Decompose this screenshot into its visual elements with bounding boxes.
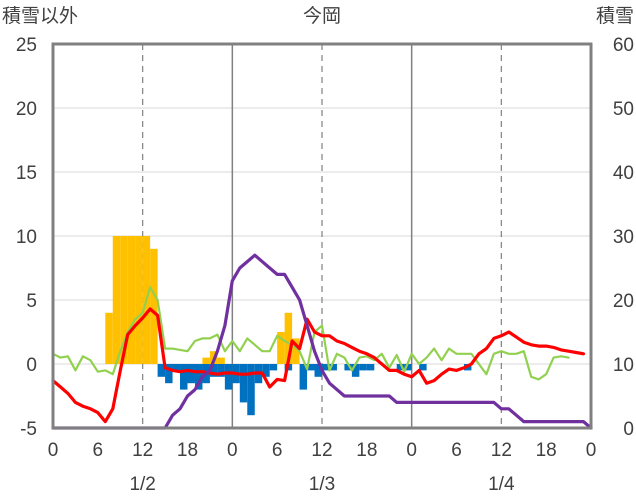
x-hour-label: 12 [132, 440, 153, 461]
orange-bar [202, 357, 210, 364]
blue-bar [157, 364, 166, 377]
x-hour-label: 0 [48, 440, 59, 461]
right-tick-label: 30 [613, 227, 634, 248]
orange-bar [120, 236, 128, 364]
line-series [51, 253, 593, 430]
orange-bar [150, 248, 158, 364]
x-hour-label: 18 [356, 440, 377, 461]
x-hour-label: 12 [311, 440, 332, 461]
blue-bar [359, 364, 367, 371]
blue-bar [262, 364, 270, 377]
orange-bar [284, 312, 293, 364]
right-tick-label: 40 [613, 163, 634, 184]
x-hour-label: 18 [536, 440, 557, 461]
orange-bar [135, 236, 143, 364]
blue-bar [351, 364, 360, 377]
purple-series-line [51, 253, 593, 430]
orange-bar [112, 236, 121, 364]
blue-bar [269, 364, 278, 371]
left-tick-label: 0 [26, 355, 37, 376]
x-hour-label: 0 [406, 440, 417, 461]
frame-border [51, 42, 593, 430]
tick-labels: -5 0 5 10 15 20 25 0 10 20 30 40 50 60 0 6 12 18 0 6 12 18 0 6 1… [16, 35, 634, 495]
blue-bar [172, 364, 181, 371]
orange-bar [105, 312, 113, 364]
blue-bar [180, 364, 188, 390]
right-tick-label: 20 [613, 291, 634, 312]
orange-bar [277, 332, 285, 364]
blue-bar [209, 364, 218, 377]
x-hour-label: 6 [93, 440, 104, 461]
x-hour-label: 0 [227, 440, 238, 461]
blue-bar [366, 364, 375, 371]
red-series-line [51, 307, 586, 424]
right-tick-label: 0 [623, 419, 634, 440]
blue-bar [239, 364, 248, 403]
blue-bar [344, 364, 352, 371]
blue-bar [307, 364, 315, 371]
left-tick-label: 15 [16, 163, 37, 184]
x-hour-label: 0 [586, 440, 597, 461]
green-series-line [51, 286, 570, 381]
left-tick-label: -5 [20, 419, 37, 440]
blue-bar [217, 364, 225, 377]
blue-bar [247, 364, 255, 416]
x-date-label: 1/4 [488, 474, 515, 495]
blue-bar [419, 364, 427, 371]
left-tick-label: 5 [26, 291, 37, 312]
blue-bar [404, 364, 412, 371]
x-date-label: 1/3 [309, 474, 335, 495]
orange-bar [292, 338, 300, 364]
left-axis-label: 積雪以外 [2, 5, 78, 27]
blue-bar [299, 364, 308, 390]
blue-bar [165, 364, 173, 384]
left-tick-label: 10 [16, 227, 37, 248]
orange-bar [217, 357, 225, 364]
orange-bar [127, 236, 136, 364]
x-hour-label: 6 [451, 440, 462, 461]
blue-bar [314, 364, 322, 377]
x-date-label: 1/2 [129, 474, 155, 495]
right-tick-label: 50 [613, 99, 634, 120]
left-tick-label: 20 [16, 99, 37, 120]
right-axis-label: 積雪 [596, 5, 634, 27]
x-hour-label: 12 [491, 440, 512, 461]
blue-bar [322, 364, 330, 371]
x-hour-label: 6 [272, 440, 283, 461]
right-tick-label: 60 [613, 35, 634, 56]
blue-bar [329, 364, 337, 371]
right-tick-label: 10 [613, 355, 634, 376]
plot-frame [51, 42, 593, 430]
x-hour-label: 18 [177, 440, 198, 461]
blue-bar [187, 364, 195, 384]
left-tick-label: 25 [16, 35, 37, 56]
blue-bar [224, 364, 233, 390]
blue-bar [396, 364, 405, 371]
blue-bar [194, 364, 203, 390]
chart-title: 今岡 [303, 5, 341, 27]
